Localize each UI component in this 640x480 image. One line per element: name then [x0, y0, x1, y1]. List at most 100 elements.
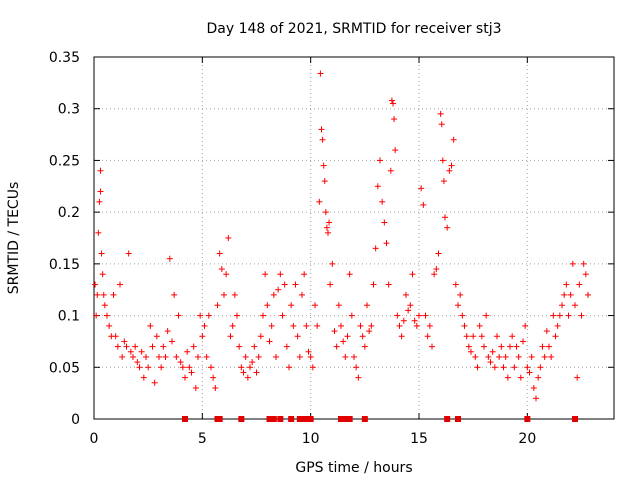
data-point — [374, 183, 381, 190]
zero-point — [524, 416, 531, 422]
data-point — [409, 271, 416, 278]
data-point — [507, 343, 513, 350]
data-point — [171, 291, 178, 298]
y-tick-label: 0.05 — [49, 360, 80, 376]
data-point — [223, 271, 230, 278]
data-point — [574, 374, 581, 381]
data-point — [450, 136, 457, 143]
data-point — [119, 353, 126, 360]
zero-point — [455, 416, 461, 422]
data-point — [355, 374, 362, 381]
data-point — [353, 364, 360, 371]
data-point — [333, 343, 340, 350]
data-point — [112, 333, 119, 340]
data-point — [481, 343, 487, 350]
data-point — [576, 281, 583, 288]
data-point — [554, 322, 561, 329]
data-point — [491, 364, 498, 371]
data-point — [585, 291, 591, 298]
y-tick-label: 0.2 — [58, 205, 80, 221]
data-point — [121, 338, 128, 345]
data-point — [190, 343, 197, 350]
data-point — [134, 359, 141, 366]
data-point — [205, 312, 212, 319]
data-point — [314, 322, 321, 329]
data-point — [468, 348, 474, 355]
data-point — [279, 312, 286, 319]
data-point — [147, 322, 154, 329]
zero-point — [288, 416, 295, 422]
data-point — [372, 245, 379, 252]
data-point — [234, 312, 240, 319]
data-point — [533, 395, 539, 402]
data-point — [394, 312, 401, 319]
data-point — [266, 338, 273, 345]
data-point — [433, 266, 440, 273]
zero-point — [307, 416, 314, 422]
axis-ticks — [93, 56, 614, 420]
data-point — [426, 322, 433, 329]
data-point — [262, 271, 269, 278]
data-point — [114, 343, 121, 350]
data-point — [500, 364, 507, 371]
data-point — [340, 338, 347, 345]
data-point — [92, 281, 99, 288]
data-point — [416, 312, 422, 319]
data-point — [559, 302, 565, 309]
data-point — [164, 328, 171, 335]
data-point — [242, 353, 249, 360]
data-point — [96, 198, 103, 205]
data-point — [221, 291, 227, 298]
y-tick-label: 0.1 — [58, 309, 80, 325]
data-point — [530, 384, 537, 391]
data-point — [188, 369, 195, 376]
data-point — [130, 353, 136, 360]
data-point — [173, 353, 180, 360]
data-point — [403, 291, 409, 298]
data-point — [535, 374, 542, 381]
data-point — [546, 343, 552, 350]
data-point — [318, 126, 325, 133]
zero-point — [238, 416, 245, 422]
zero-point — [266, 416, 273, 422]
y-axis-label: SRMTID / TECUs — [6, 182, 22, 295]
data-point — [255, 353, 262, 360]
data-point — [485, 353, 492, 360]
y-tick-label: 0 — [71, 412, 80, 428]
data-point — [504, 374, 511, 381]
data-point — [132, 343, 139, 350]
data-point — [465, 343, 472, 350]
data-point — [413, 322, 420, 329]
data-point — [260, 312, 266, 319]
data-point — [229, 322, 236, 329]
data-point — [407, 302, 414, 309]
data-point — [388, 97, 395, 104]
data-point — [225, 235, 232, 241]
data-point — [301, 271, 308, 278]
data-point — [153, 333, 160, 340]
data-point — [509, 333, 516, 340]
data-point — [253, 369, 260, 376]
data-point — [483, 312, 490, 319]
data-point — [307, 353, 314, 360]
data-point — [143, 353, 149, 360]
data-point — [305, 348, 312, 355]
zero-point — [182, 416, 188, 422]
x-tick-label: 20 — [518, 431, 536, 447]
data-point — [303, 322, 310, 329]
data-point — [476, 322, 483, 329]
data-point — [541, 353, 548, 360]
data-point — [247, 364, 253, 371]
zero-point — [342, 416, 349, 422]
data-point — [489, 348, 496, 355]
data-point — [94, 291, 101, 298]
data-point — [452, 281, 459, 288]
y-tick-label: 0.15 — [49, 257, 80, 273]
data-point — [177, 359, 184, 366]
data-point — [270, 291, 277, 298]
data-point — [398, 333, 405, 340]
x-tick-label: 5 — [198, 431, 207, 447]
data-point — [418, 185, 425, 192]
data-point — [556, 312, 563, 319]
data-point — [578, 312, 585, 319]
